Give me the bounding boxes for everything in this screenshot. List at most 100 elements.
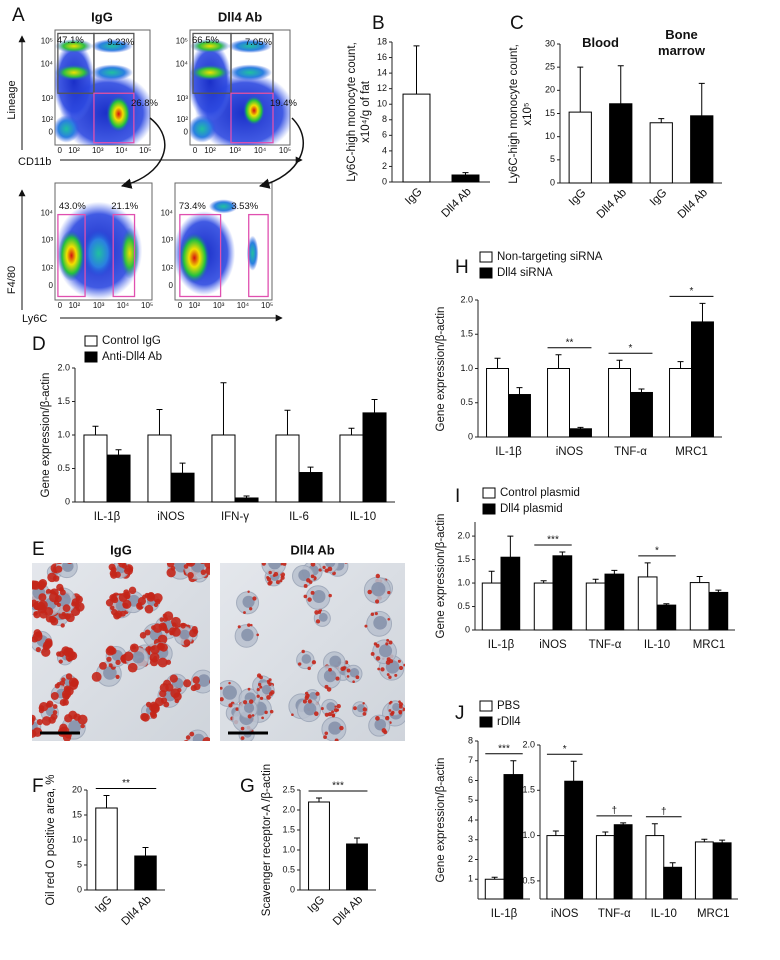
bar	[608, 368, 631, 438]
x-tick-label: Dll4 Ab	[331, 894, 365, 926]
lipid-droplet	[311, 660, 317, 665]
lipid-droplet	[391, 710, 395, 715]
y-tick-label: 30	[545, 38, 555, 48]
flow-tick: 0	[178, 301, 183, 310]
lipid-droplet	[193, 683, 201, 691]
lipid-droplet	[41, 647, 51, 657]
nucleus	[68, 720, 82, 733]
bar	[275, 434, 300, 503]
y-tick-label: 1.5	[282, 824, 295, 834]
lipid-droplet	[59, 587, 64, 592]
gate-percent: 26.8%	[131, 98, 158, 109]
lipid-droplet	[272, 573, 276, 577]
y-tick-label: 2.0	[522, 739, 535, 749]
x-tick-label: IgG	[306, 894, 328, 916]
lipid-droplet	[383, 730, 388, 735]
lipid-droplet	[346, 675, 350, 678]
error-bar	[617, 65, 624, 104]
lipid-droplet	[398, 702, 404, 707]
x-tick-label: IL-1β	[495, 446, 522, 458]
lipid-droplet	[240, 726, 245, 731]
y-tick-label: 2	[382, 161, 387, 171]
flow-tick: 10⁴	[115, 146, 128, 155]
flow-density	[55, 201, 143, 300]
lipid-droplet	[315, 691, 320, 696]
density	[91, 64, 133, 81]
nucleus	[349, 668, 360, 678]
bar	[708, 591, 729, 631]
error-bar	[92, 425, 99, 435]
lipid-droplet	[336, 708, 340, 712]
lipid-droplet	[35, 646, 41, 653]
x-tick-label: TNF-α	[614, 446, 647, 458]
lipid-droplet	[344, 563, 346, 564]
lipid-droplet	[209, 679, 210, 684]
y-tick-label: 10	[545, 131, 555, 141]
lipid-droplet	[335, 676, 340, 681]
lipid-droplet	[33, 629, 42, 637]
lipid-droplet	[42, 641, 52, 650]
lipid-droplet	[320, 707, 324, 711]
lipid-droplet	[77, 714, 88, 725]
error-bar	[103, 795, 110, 808]
error-bar	[491, 876, 498, 880]
density	[55, 115, 80, 143]
flow-tick: 10²	[69, 301, 81, 310]
flow-tick: 10²	[189, 301, 201, 310]
flow-tick: 10³	[176, 94, 188, 103]
gate	[248, 213, 269, 298]
bar	[500, 556, 521, 631]
lipid-droplet	[188, 747, 195, 754]
error-bar	[616, 359, 623, 369]
lipid-droplet	[189, 746, 196, 753]
lipid-droplet	[187, 572, 194, 579]
axis-label: CD11b	[18, 156, 51, 168]
y-tick-label: 1.5	[522, 785, 535, 795]
lipid-droplet	[139, 632, 147, 639]
lipid-droplet	[387, 617, 391, 621]
lipid-droplet	[19, 724, 28, 733]
error-bar	[142, 847, 149, 856]
lipid-droplet	[282, 560, 284, 562]
lipid-droplet	[269, 709, 274, 714]
density	[57, 229, 86, 282]
bar	[694, 841, 714, 900]
lipid-droplet	[183, 639, 191, 646]
error-bar	[663, 603, 670, 606]
gate	[179, 213, 222, 298]
y-tick-label: 4	[382, 145, 387, 155]
bar	[95, 807, 118, 891]
y-tick-label: 0	[290, 884, 295, 894]
nucleus	[312, 590, 326, 604]
lipid-droplet	[302, 699, 307, 704]
lipid-droplet	[328, 667, 332, 672]
bar	[308, 801, 330, 891]
lipid-droplet	[62, 733, 72, 741]
flow-tick: 10³	[213, 301, 225, 310]
lipid-droplet	[397, 659, 401, 663]
bar	[613, 824, 633, 900]
lipid-droplet	[36, 718, 43, 726]
density	[119, 227, 140, 279]
bar	[211, 434, 236, 503]
lipid-droplet	[315, 619, 321, 624]
lipid-droplet	[151, 625, 156, 630]
y-axis-label: Ly6C-high monocyte count, x10⁵	[508, 43, 534, 184]
density	[228, 39, 272, 53]
nucleus	[328, 721, 342, 735]
x-tick-label: IgG	[648, 187, 670, 209]
lipid-droplet	[282, 557, 286, 561]
axis-label: Lineage	[6, 80, 18, 119]
y-tick-label: 1.0	[460, 363, 473, 373]
bar	[609, 103, 633, 184]
y-tick-label: 0.5	[460, 397, 473, 407]
flow-tick: 10⁴	[176, 60, 189, 69]
lipid-droplet	[108, 663, 113, 668]
x-tick-label: MRC1	[697, 908, 730, 920]
bar	[637, 576, 658, 631]
gate-percent: 73.4%	[179, 201, 206, 212]
density	[246, 235, 259, 271]
page: {"panel_a": {"label": "A", "titles": ["I…	[5, 5, 738, 926]
lipid-droplet	[235, 707, 239, 711]
gate-percent: 3.53%	[231, 201, 258, 212]
